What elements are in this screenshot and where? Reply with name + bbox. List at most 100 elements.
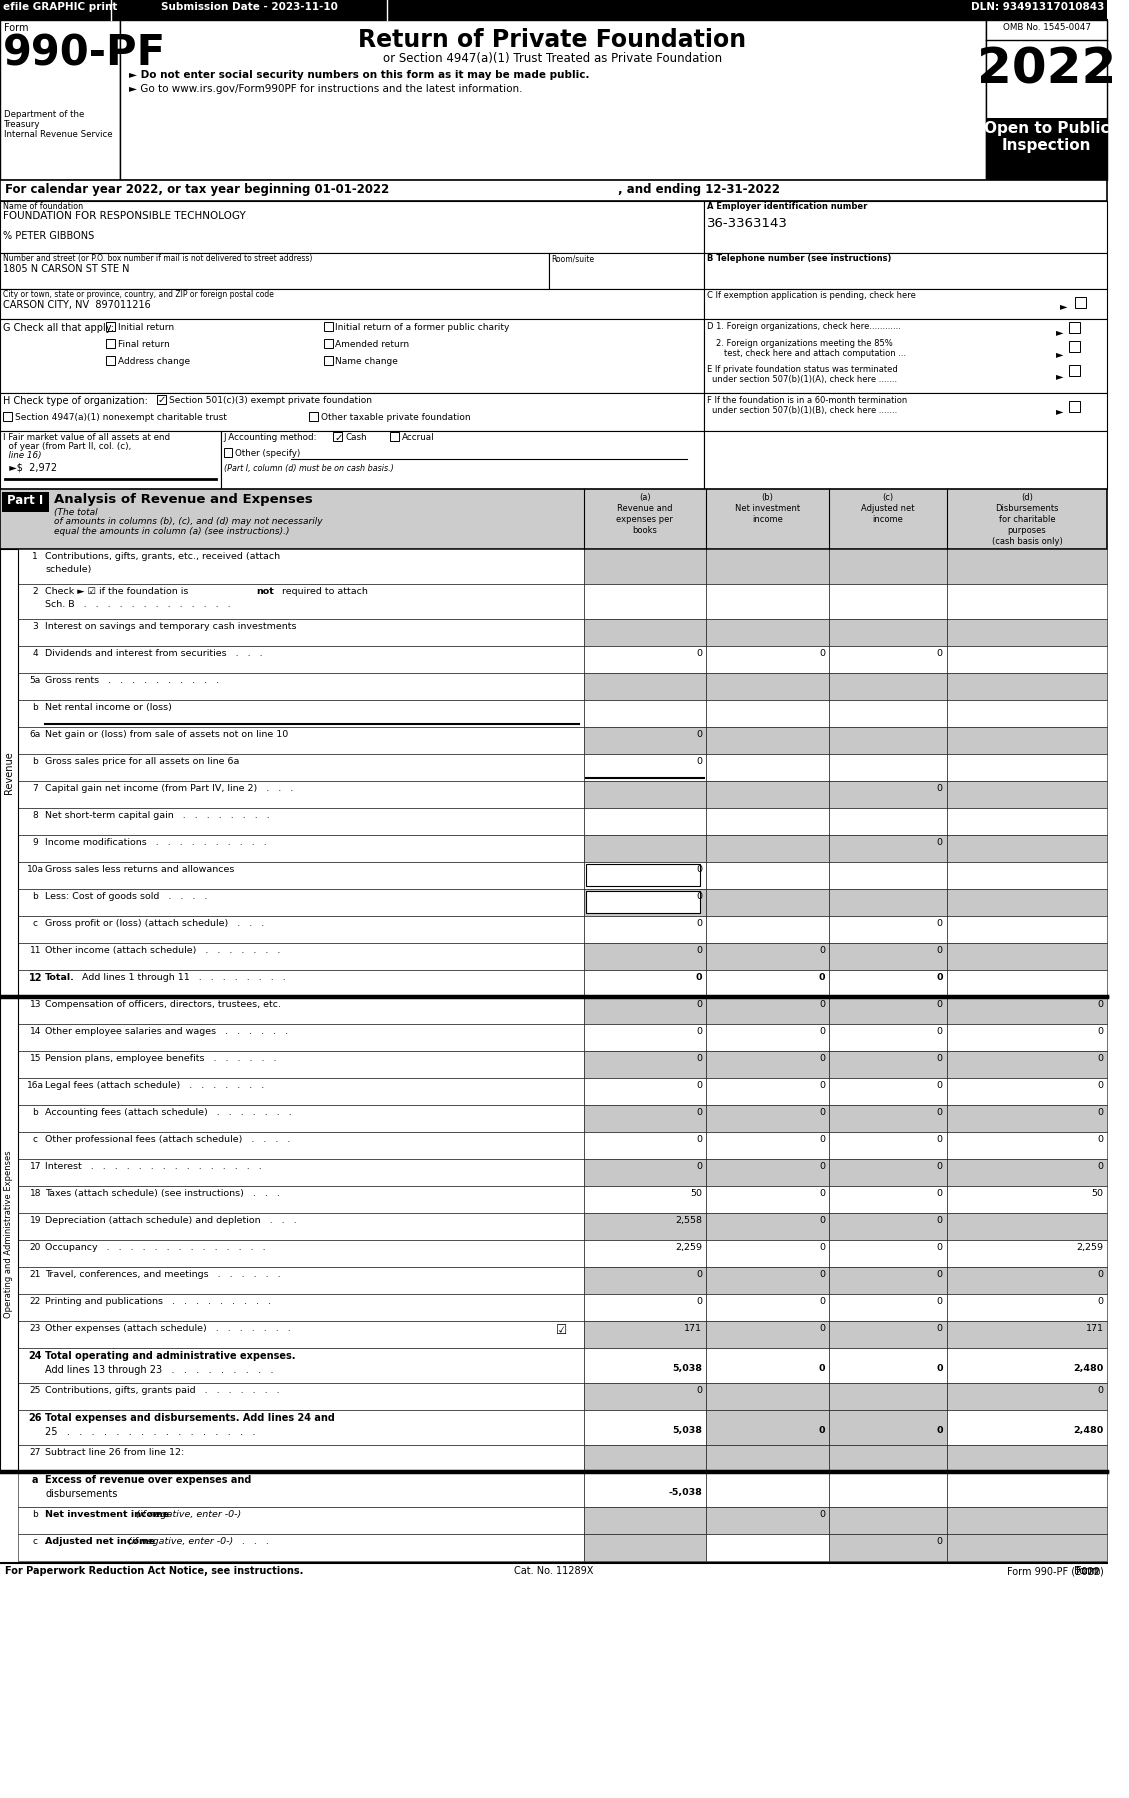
Bar bbox=[584, 1507, 707, 1534]
Bar bbox=[829, 1160, 946, 1187]
Text: 0: 0 bbox=[819, 1027, 825, 1036]
Bar bbox=[986, 119, 1108, 180]
Text: 21: 21 bbox=[29, 1269, 41, 1278]
Bar bbox=[584, 1446, 707, 1473]
Bar bbox=[946, 998, 1108, 1025]
Text: 0: 0 bbox=[819, 1242, 825, 1251]
Bar bbox=[584, 1025, 707, 1052]
Text: Net investment: Net investment bbox=[735, 503, 800, 512]
Bar bbox=[829, 699, 946, 726]
Bar bbox=[584, 861, 707, 888]
Text: Other income (attach schedule)   .   .   .   .   .   .   .: Other income (attach schedule) . . . . .… bbox=[45, 946, 280, 955]
Bar bbox=[18, 1410, 584, 1446]
Bar bbox=[946, 1383, 1108, 1410]
Bar bbox=[18, 1079, 584, 1106]
Bar bbox=[707, 1052, 829, 1079]
Bar bbox=[324, 356, 333, 365]
Text: Pension plans, employee benefits   .   .   .   .   .   .: Pension plans, employee benefits . . . .… bbox=[45, 1054, 277, 1063]
Text: Subtract line 26 from line 12:: Subtract line 26 from line 12: bbox=[45, 1447, 184, 1456]
Text: 11: 11 bbox=[29, 946, 41, 955]
Text: equal the amounts in column (a) (see instructions).): equal the amounts in column (a) (see ins… bbox=[54, 527, 289, 536]
Bar bbox=[946, 1241, 1108, 1268]
Text: Part I: Part I bbox=[8, 494, 44, 507]
Text: 50: 50 bbox=[690, 1188, 702, 1197]
Text: income: income bbox=[873, 514, 903, 523]
Bar bbox=[18, 861, 584, 888]
Text: Final return: Final return bbox=[117, 340, 169, 349]
Bar bbox=[18, 1295, 584, 1322]
Text: 0: 0 bbox=[819, 1188, 825, 1197]
Text: 0: 0 bbox=[697, 1269, 702, 1278]
Bar bbox=[707, 548, 829, 584]
Bar bbox=[584, 548, 707, 584]
Bar bbox=[584, 1473, 707, 1507]
Text: required to attach: required to attach bbox=[279, 586, 367, 595]
Text: Occupancy   .   .   .   .   .   .   .   .   .   .   .   .   .   .: Occupancy . . . . . . . . . . . . . . bbox=[45, 1242, 265, 1251]
Text: Initial return: Initial return bbox=[117, 324, 174, 333]
Bar bbox=[946, 915, 1108, 942]
Bar bbox=[0, 20, 120, 180]
Bar bbox=[829, 834, 946, 861]
Text: Income modifications   .   .   .   .   .   .   .   .   .   .: Income modifications . . . . . . . . . . bbox=[45, 838, 266, 847]
Text: 0: 0 bbox=[937, 784, 943, 793]
Text: 12: 12 bbox=[28, 973, 42, 984]
Bar bbox=[946, 1507, 1108, 1534]
Bar bbox=[946, 645, 1108, 672]
Bar bbox=[584, 1348, 707, 1383]
Text: Dividends and interest from securities   .   .   .: Dividends and interest from securities .… bbox=[45, 649, 263, 658]
Bar bbox=[707, 1214, 829, 1241]
Bar bbox=[584, 1052, 707, 1079]
Text: A Employer identification number: A Employer identification number bbox=[707, 201, 867, 210]
Bar bbox=[829, 1079, 946, 1106]
Bar bbox=[829, 548, 946, 584]
Bar bbox=[829, 1187, 946, 1214]
Text: Revenue and: Revenue and bbox=[618, 503, 673, 512]
Bar bbox=[1069, 365, 1080, 376]
Text: Form: Form bbox=[1076, 1566, 1103, 1577]
Text: 0: 0 bbox=[697, 865, 702, 874]
Text: 0: 0 bbox=[819, 1323, 825, 1332]
Bar bbox=[18, 1025, 584, 1052]
Text: C If exemption application is pending, check here: C If exemption application is pending, c… bbox=[707, 291, 916, 300]
Text: Department of the: Department of the bbox=[3, 110, 85, 119]
Text: 0: 0 bbox=[937, 1081, 943, 1090]
Bar bbox=[18, 699, 584, 726]
Bar bbox=[707, 1106, 829, 1133]
Bar bbox=[1069, 401, 1080, 412]
Bar bbox=[584, 942, 707, 969]
Text: 0: 0 bbox=[819, 1081, 825, 1090]
Text: 0: 0 bbox=[697, 919, 702, 928]
Text: Other taxable private foundation: Other taxable private foundation bbox=[321, 414, 471, 423]
Bar bbox=[584, 672, 707, 699]
Text: disbursements: disbursements bbox=[45, 1489, 117, 1500]
Text: (if negative, enter -0-)   .   .   .: (if negative, enter -0-) . . . bbox=[128, 1537, 269, 1546]
Text: Net investment income: Net investment income bbox=[45, 1510, 173, 1519]
Text: 2,480: 2,480 bbox=[1074, 1426, 1103, 1435]
Text: 9: 9 bbox=[33, 838, 38, 847]
Bar bbox=[829, 1383, 946, 1410]
Text: 1: 1 bbox=[33, 552, 38, 561]
Text: Other expenses (attach schedule)   .   .   .   .   .   .   .: Other expenses (attach schedule) . . . .… bbox=[45, 1323, 291, 1332]
Text: 0: 0 bbox=[697, 649, 702, 658]
Text: (The total: (The total bbox=[54, 509, 97, 518]
Text: 5a: 5a bbox=[29, 676, 41, 685]
Bar bbox=[18, 1348, 584, 1383]
Bar bbox=[946, 1214, 1108, 1241]
Bar bbox=[584, 619, 707, 645]
Bar bbox=[391, 432, 400, 441]
Bar bbox=[707, 1241, 829, 1268]
Bar bbox=[584, 834, 707, 861]
Text: b: b bbox=[33, 892, 38, 901]
Text: 0: 0 bbox=[819, 1296, 825, 1305]
Bar bbox=[829, 1133, 946, 1160]
Bar bbox=[946, 1106, 1108, 1133]
Text: 0: 0 bbox=[937, 1242, 943, 1251]
Text: 0: 0 bbox=[697, 1000, 702, 1009]
Text: under section 507(b)(1)(B), check here .......: under section 507(b)(1)(B), check here .… bbox=[712, 406, 898, 415]
Bar bbox=[18, 1534, 584, 1561]
Bar bbox=[0, 20, 1108, 180]
Text: 3: 3 bbox=[33, 622, 38, 631]
Bar bbox=[18, 645, 584, 672]
Text: b: b bbox=[33, 1510, 38, 1519]
Text: Add lines 1 through 11   .   .   .   .   .   .   .   .: Add lines 1 through 11 . . . . . . . . bbox=[79, 973, 286, 982]
